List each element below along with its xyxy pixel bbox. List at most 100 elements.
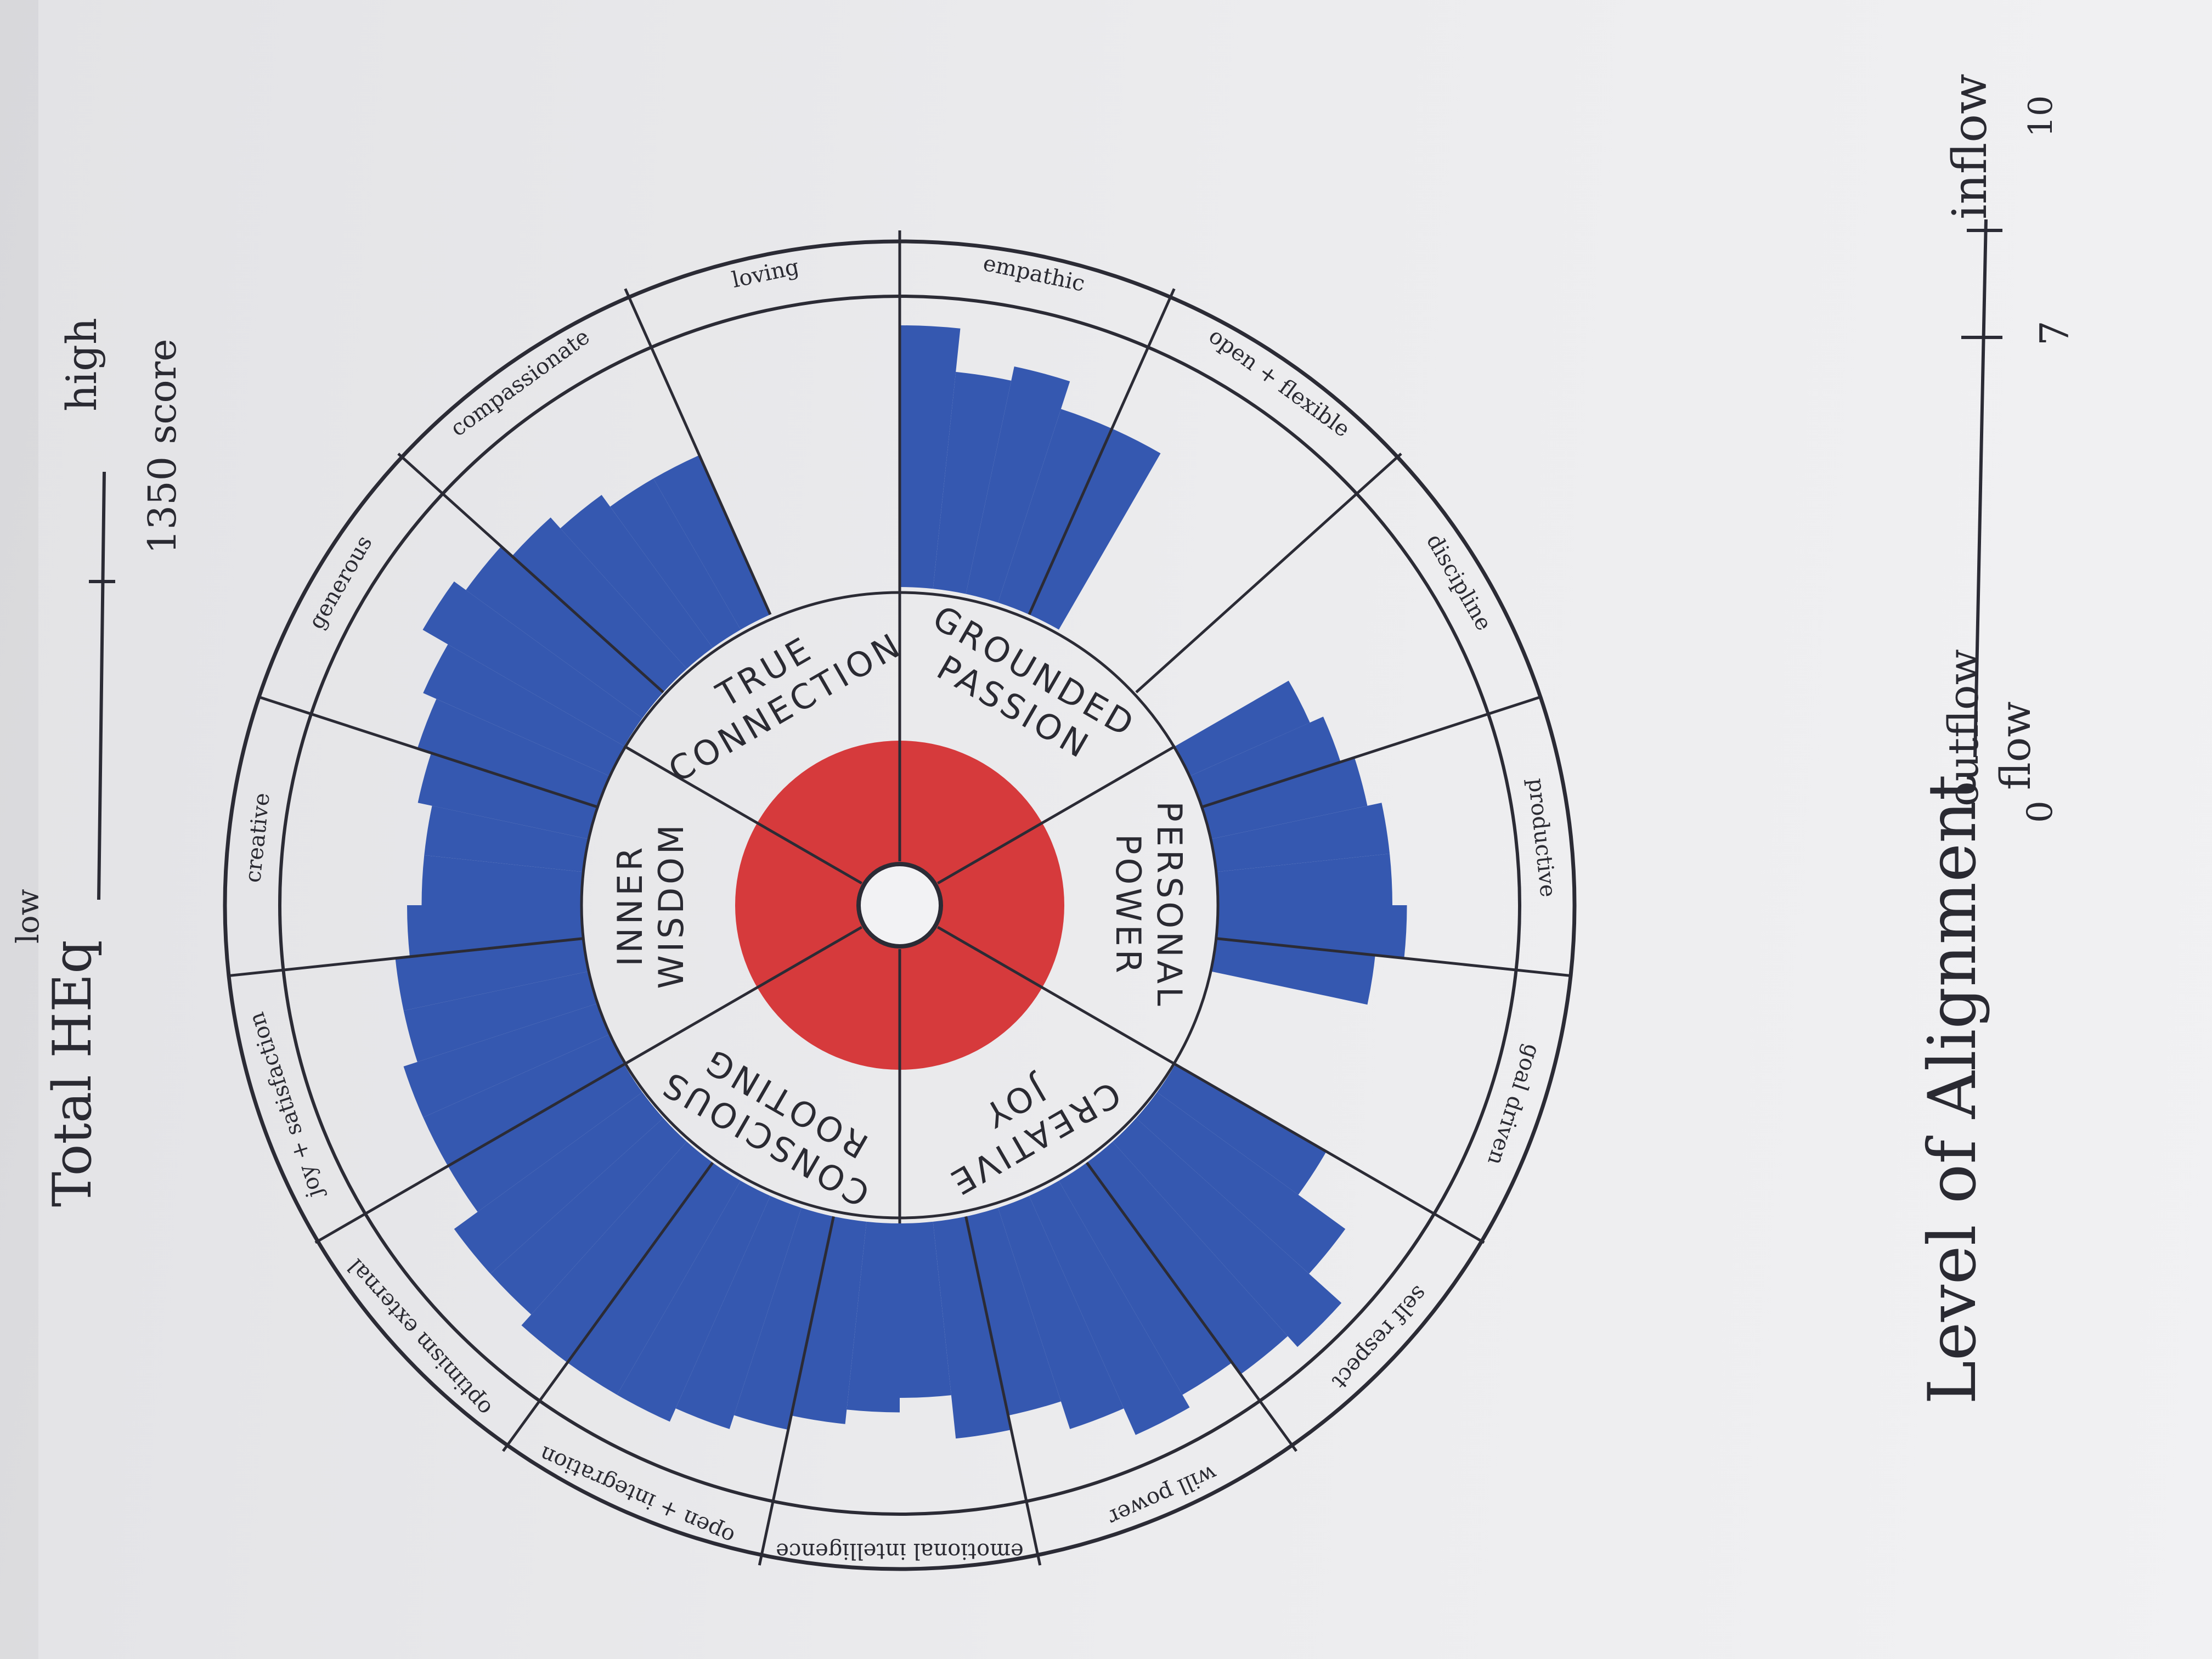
spoke-line [1028, 288, 1176, 616]
alignment-scale: Level of Alignment outflow flow inflow 0… [1915, 74, 2078, 1404]
alignment-tick-label-10: 10 [2022, 95, 2060, 137]
segment-bar [421, 855, 584, 905]
segment-bar [466, 546, 663, 719]
heq-low-label: low [10, 889, 46, 944]
section-divider [623, 744, 862, 885]
segment-bar [423, 1034, 624, 1166]
segment-bar [847, 1221, 900, 1413]
segment-bar [966, 366, 1070, 603]
inner-label-line1: INNER [610, 844, 650, 966]
segment-bar [454, 1092, 663, 1274]
heq-score-label: 1350 score [140, 338, 185, 554]
inner-label-line2: POWER [1108, 834, 1148, 977]
alignment-wheel: GROUNDEDPASSIONPERSONALPOWERCREATIVEJOYC… [223, 230, 1577, 1571]
segment-bar [403, 1003, 610, 1118]
segment-bar [900, 1221, 951, 1398]
segment-bar [395, 938, 589, 1011]
spoke-line [964, 1216, 1042, 1566]
segment-bar [653, 455, 771, 630]
inner-label-line1: PERSONAL [1149, 801, 1189, 1009]
section-divider [937, 744, 1176, 885]
segment-bar [1190, 716, 1341, 807]
segment-bar [1086, 1142, 1288, 1375]
segment-bar [1113, 1118, 1342, 1347]
center-hole [856, 862, 943, 949]
segment-bar [998, 1195, 1124, 1429]
outer-label: discipline [1421, 530, 1497, 635]
segment-bar [1211, 938, 1375, 1005]
segment-bar [966, 1207, 1061, 1416]
segment-bar [422, 581, 642, 746]
segment-bar [1216, 905, 1407, 958]
alignment-left-label: outflow [1939, 649, 1988, 806]
segment-bar [933, 371, 1012, 594]
section-dividers [623, 587, 1176, 1223]
segment-bar [407, 905, 584, 957]
section-divider [937, 926, 1176, 1066]
alignment-scale-line [1973, 219, 1988, 758]
outer-label: goal driven [1482, 1041, 1545, 1169]
spoke-line [314, 1063, 625, 1244]
segment-bar [512, 517, 687, 692]
spoke-line [1135, 453, 1402, 693]
spoke-line [1216, 937, 1571, 978]
segment-bar [675, 1195, 802, 1429]
segment-bar [791, 1216, 867, 1424]
segment-bar [1029, 428, 1161, 630]
segment-bar [1211, 803, 1390, 872]
outer-label: empathic [981, 251, 1087, 297]
segment-bar [1216, 854, 1392, 905]
segment-bar [1029, 1181, 1190, 1435]
segment-bar [423, 644, 624, 776]
bar-layer [395, 325, 1407, 1439]
segment-bar [521, 1142, 713, 1363]
alignment-title: Level of Alignment [1915, 774, 1991, 1404]
spoke-line [758, 1216, 835, 1566]
inner-label-line2: WISDOM [651, 822, 691, 989]
segment-bar [417, 753, 597, 839]
outer-label: creative [240, 792, 275, 884]
spoke-line [257, 695, 598, 809]
alignment-tick-label-7: 7 [2032, 320, 2078, 346]
spoke-line [397, 453, 664, 693]
segment-bar [900, 325, 961, 589]
outer-label: optimism external [343, 1254, 496, 1420]
section-divider [623, 926, 862, 1066]
spoke-line [1175, 1063, 1485, 1244]
spoke-lines [228, 230, 1571, 1566]
outer-label: self respect [1327, 1281, 1432, 1394]
segment-bar [1136, 1092, 1346, 1274]
segment-bar [1175, 680, 1310, 776]
segment-bar [733, 1207, 834, 1430]
spoke-line [1085, 1161, 1297, 1452]
segment-bar [998, 409, 1112, 615]
heq-title: Total HEq [42, 940, 103, 1207]
segment-bar [403, 971, 597, 1062]
segment-bar [417, 698, 610, 807]
spoke-line [502, 1161, 714, 1452]
heq-scale: Total HEq low high 1350 score [10, 318, 185, 1207]
outer-label: productive [1523, 777, 1561, 898]
segment-bar [1059, 1163, 1232, 1395]
segment-bar [933, 1216, 1012, 1439]
alignment-right-label: inflow [1943, 74, 1997, 219]
segment-bar [424, 805, 589, 872]
heq-high-label: high [57, 318, 106, 411]
segment-bar [610, 478, 741, 648]
spoke-line [228, 937, 584, 978]
heq-scale-line [97, 471, 106, 900]
outer-label: generous [304, 532, 377, 634]
alignment-tick-label-0: 0 [2020, 800, 2061, 823]
segment-bar [1157, 1064, 1327, 1195]
segment-bar [560, 495, 713, 669]
spoke-line [624, 288, 772, 616]
spoke-line [1201, 695, 1542, 809]
segment-bar [448, 1064, 642, 1212]
segment-bar [1202, 757, 1368, 839]
segment-bar [490, 1118, 687, 1315]
segment-bar [567, 1163, 741, 1395]
outer-label: emotional intelligence [776, 1538, 1024, 1564]
segment-bar [617, 1181, 771, 1422]
